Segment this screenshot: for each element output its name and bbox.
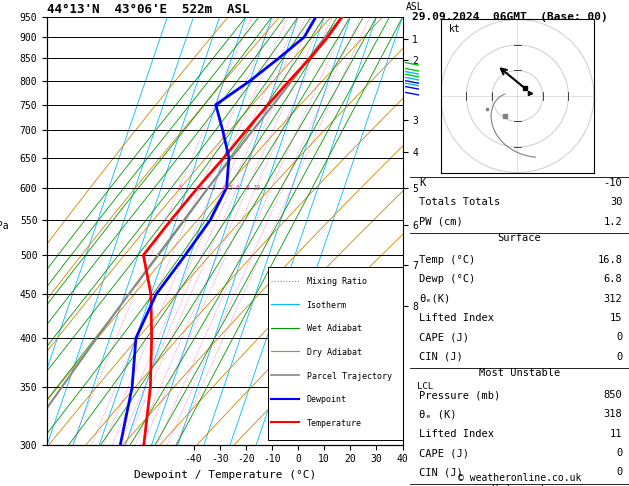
- Text: 4: 4: [221, 185, 225, 191]
- Text: LCL: LCL: [417, 382, 433, 391]
- Text: Lifted Index: Lifted Index: [419, 313, 494, 323]
- Text: 5: 5: [229, 185, 233, 191]
- Text: Mixing Ratio: Mixing Ratio: [306, 278, 367, 286]
- Text: Isotherm: Isotherm: [306, 301, 347, 310]
- Text: 11: 11: [610, 429, 623, 439]
- Text: CAPE (J): CAPE (J): [419, 448, 469, 458]
- Text: Dewpoint: Dewpoint: [306, 395, 347, 404]
- Text: Lifted Index: Lifted Index: [419, 429, 494, 439]
- Text: 6.8: 6.8: [604, 275, 623, 284]
- Text: CIN (J): CIN (J): [419, 352, 462, 362]
- Bar: [267, 267, 406, 440]
- Text: 15: 15: [610, 313, 623, 323]
- Text: -10: -10: [604, 178, 623, 188]
- Text: 10: 10: [252, 185, 260, 191]
- Text: Temp (°C): Temp (°C): [419, 255, 475, 265]
- Text: Wet Adiabat: Wet Adiabat: [306, 325, 362, 333]
- Text: 3: 3: [211, 185, 216, 191]
- Text: θₑ (K): θₑ (K): [419, 410, 457, 419]
- Text: 312: 312: [604, 294, 623, 304]
- Text: Temperature: Temperature: [306, 418, 362, 428]
- Text: 29.09.2024  06GMT  (Base: 00): 29.09.2024 06GMT (Base: 00): [412, 12, 608, 22]
- Text: Parcel Trajectory: Parcel Trajectory: [306, 371, 392, 381]
- Text: 2: 2: [199, 185, 203, 191]
- Text: 850: 850: [604, 390, 623, 400]
- Text: Most Unstable: Most Unstable: [479, 368, 560, 378]
- Text: θₑ(K): θₑ(K): [419, 294, 450, 304]
- Text: K: K: [419, 178, 425, 188]
- Text: 1: 1: [177, 185, 182, 191]
- X-axis label: Dewpoint / Temperature (°C): Dewpoint / Temperature (°C): [134, 470, 316, 480]
- Text: 44°13'N  43°06'E  522m  ASL: 44°13'N 43°06'E 522m ASL: [47, 3, 250, 16]
- Text: © weatheronline.co.uk: © weatheronline.co.uk: [458, 473, 581, 483]
- Text: Hodograph: Hodograph: [491, 484, 548, 486]
- Text: CAPE (J): CAPE (J): [419, 332, 469, 342]
- Text: 6: 6: [235, 185, 240, 191]
- Text: 16.8: 16.8: [598, 255, 623, 265]
- Text: 0: 0: [616, 352, 623, 362]
- Text: PW (cm): PW (cm): [419, 217, 462, 226]
- Text: Dry Adiabat: Dry Adiabat: [306, 348, 362, 357]
- Text: 30: 30: [610, 197, 623, 208]
- Text: Pressure (mb): Pressure (mb): [419, 390, 500, 400]
- Text: 0: 0: [616, 468, 623, 477]
- Text: 0: 0: [616, 448, 623, 458]
- Text: Totals Totals: Totals Totals: [419, 197, 500, 208]
- Text: CIN (J): CIN (J): [419, 468, 462, 477]
- Text: kt: kt: [448, 24, 460, 34]
- Text: Surface: Surface: [498, 233, 542, 243]
- Text: 1.2: 1.2: [604, 217, 623, 226]
- Y-axis label: hPa: hPa: [0, 221, 9, 231]
- Text: 8: 8: [245, 185, 250, 191]
- Text: 318: 318: [604, 410, 623, 419]
- Text: 0: 0: [616, 332, 623, 342]
- Text: km
ASL: km ASL: [406, 0, 423, 12]
- Text: Dewp (°C): Dewp (°C): [419, 275, 475, 284]
